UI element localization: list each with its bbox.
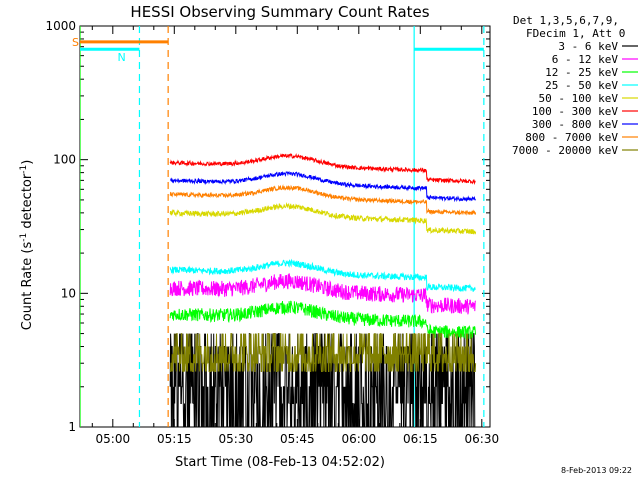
y-axis-label-sup1: -1 [19,233,29,242]
legend-entry-label: 6 - 12 keV [552,53,619,66]
x-tick-label: 06:15 [403,432,438,446]
series-line [169,184,477,216]
x-tick-label: 05:15 [157,432,192,446]
legend-header-line-2: FDecim 1, Att 0 [526,27,625,40]
x-tick-label: 05:45 [280,432,315,446]
y-tick-label: 100 [53,153,76,167]
flag-label: S [72,36,79,49]
series-line [170,333,477,372]
y-axis-label-end: ) [20,160,35,165]
legend-entry-label: 100 - 300 keV [532,105,618,118]
series-line [169,201,477,235]
y-axis-label-sup2: -1 [19,165,29,174]
legend-entry-label: 3 - 6 keV [558,40,618,53]
x-axis-label: Start Time (08-Feb-13 04:52:02) [175,455,385,470]
y-tick-label: 1 [68,420,76,434]
legend-entry-label: 25 - 50 keV [545,79,618,92]
legend-entry-label: 800 - 7000 keV [525,131,618,144]
flag-label: N [117,51,125,64]
x-tick-label: 06:30 [465,432,500,446]
legend-entry-label: 300 - 800 keV [532,118,618,131]
legend-header-line-1: Det 1,3,5,6,7,9, [513,14,619,27]
series-line [169,258,476,293]
svg-text:Count Rate (s-1 detector-1): Count Rate (s-1 detector-1) [19,160,35,331]
series-line [169,300,477,340]
legend-entry-label: 50 - 100 keV [539,92,619,105]
footer-date: 8-Feb-2013 09:22 [561,466,632,475]
legend-entry-label: 7000 - 20000 keV [512,144,618,157]
legend-entry-label: 12 - 25 keV [545,66,618,79]
series-line [169,273,477,315]
chart-title: HESSI Observing Summary Count Rates [130,3,429,21]
y-axis-label: Count Rate (s-1 detector-1) [19,160,35,331]
x-tick-label: 05:30 [219,432,254,446]
y-axis-label-main: Count Rate (s [20,242,35,331]
y-axis-label-mid: detector [20,173,35,233]
series-line [170,170,476,203]
x-tick-label: 06:00 [342,432,377,446]
x-tick-label: 05:00 [96,432,131,446]
y-tick-label: 10 [61,286,76,300]
series-line [169,152,476,186]
y-tick-label: 1000 [45,19,76,33]
